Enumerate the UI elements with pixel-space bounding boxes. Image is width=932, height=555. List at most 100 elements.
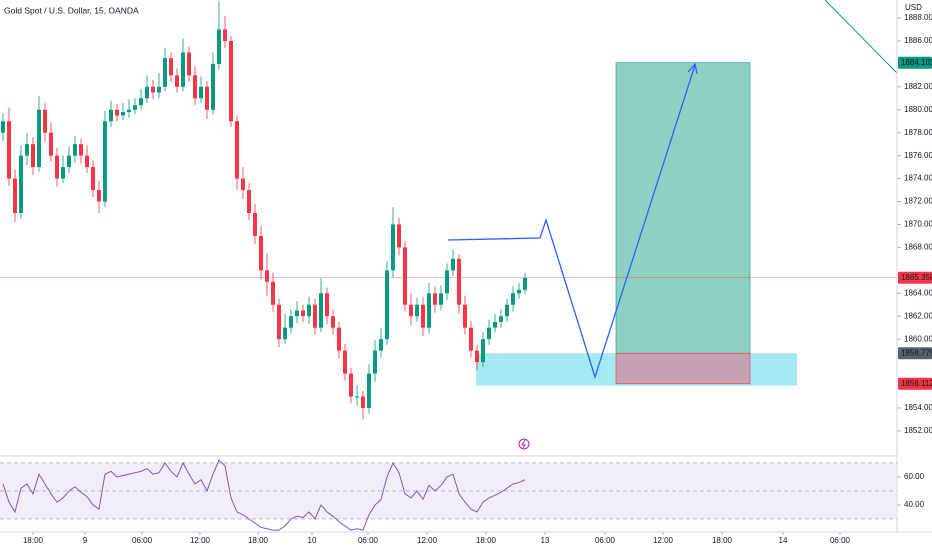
candle-body: [361, 396, 365, 408]
candle-body: [409, 304, 413, 317]
candle-body: [151, 86, 155, 93]
x-tick-label: 14: [779, 536, 788, 545]
candle-body: [217, 29, 221, 64]
candle-body: [103, 121, 107, 202]
candle-body: [517, 289, 521, 294]
candle-body: [19, 155, 23, 213]
candle-body: [355, 396, 359, 398]
candle-body: [427, 293, 431, 328]
candle-body: [247, 190, 251, 213]
y-tick-label: 1872.000: [904, 197, 932, 206]
candle-body: [1, 121, 5, 133]
price-tag: [898, 56, 932, 69]
candle-body: [277, 304, 281, 340]
y-tick-label: 1862.000: [904, 311, 932, 320]
candle-body: [379, 339, 383, 351]
x-tick-label: 18:00: [248, 536, 269, 545]
x-tick-label: 06:00: [595, 536, 616, 545]
candle-body: [211, 63, 215, 110]
chart-title: Gold Spot / U.S. Dollar, 15, OANDA: [4, 5, 139, 15]
candle-body: [301, 310, 305, 317]
projection-path: [447, 64, 696, 380]
candle-body: [307, 304, 311, 317]
price-tag-label: 1884.101: [901, 58, 932, 67]
stop-zone: [615, 352, 751, 385]
candle-body: [49, 132, 53, 156]
x-tick-label: 12:00: [417, 536, 438, 545]
candle-body: [175, 75, 179, 87]
candle-body: [421, 304, 425, 328]
candle-body: [139, 98, 143, 106]
candle-body: [181, 52, 185, 87]
candle-body: [115, 109, 119, 116]
candle-body: [13, 178, 17, 213]
candle-body: [31, 144, 35, 168]
price-tag: [898, 271, 932, 284]
x-tick-label: 06:00: [132, 536, 153, 545]
candle-body: [439, 293, 443, 305]
candle-body: [145, 86, 149, 99]
projection-arrowhead: [687, 62, 698, 75]
event-bolt: [521, 439, 526, 449]
candle-body: [313, 304, 317, 328]
x-tick-label: 18:00: [712, 536, 733, 545]
candle-body: [511, 293, 515, 305]
candle-body: [79, 144, 83, 156]
candle-body: [223, 29, 227, 41]
x-tick-label: 9: [83, 536, 88, 545]
candle-body: [349, 373, 353, 397]
candle-body: [157, 86, 161, 93]
rsi-tick-label: 60.00: [904, 472, 925, 481]
candle-body: [229, 40, 233, 122]
candle-body: [241, 178, 245, 191]
candle-body: [199, 86, 203, 99]
candle-body: [493, 321, 497, 328]
candle-body: [469, 327, 473, 351]
price-tag: [898, 347, 932, 360]
candle-body: [85, 155, 89, 168]
candle-body: [265, 270, 269, 282]
candle-body: [505, 304, 509, 317]
x-tick-label: 18:00: [476, 536, 497, 545]
candle-body: [73, 144, 77, 156]
candle-body: [385, 270, 389, 340]
candle-body: [7, 121, 11, 179]
candle-body: [259, 235, 263, 271]
y-tick-label: 1854.000: [904, 403, 932, 412]
candle-body: [397, 224, 401, 248]
y-tick-label: 1852.000: [904, 426, 932, 435]
candle-body: [325, 293, 329, 317]
x-tick-label: 06:00: [358, 536, 379, 545]
candle-body: [451, 258, 455, 271]
y-tick-label: 1876.000: [904, 151, 932, 160]
candle-body: [133, 105, 137, 110]
candle-body: [55, 155, 59, 179]
candle-body: [373, 350, 377, 374]
candle-body: [331, 316, 335, 328]
trend-line: [824, 0, 898, 74]
candles: [1, 0, 527, 420]
candle-body: [253, 212, 257, 236]
x-tick-label: 13: [541, 536, 550, 545]
candle-body: [499, 316, 503, 322]
x-tick-label: 12:00: [653, 536, 674, 545]
candle-body: [235, 121, 239, 179]
candle-body: [37, 109, 41, 168]
candle-body: [433, 293, 437, 305]
candle-body: [523, 277, 527, 290]
candle-body: [43, 109, 47, 133]
candle-body: [97, 190, 101, 202]
y-tick-label: 1878.000: [904, 128, 932, 137]
y-tick-label: 1886.000: [904, 36, 932, 45]
price-tag-label: 1856.112: [901, 379, 932, 388]
y-tick-label: 1864.000: [904, 288, 932, 297]
candle-body: [445, 270, 449, 294]
candle-body: [367, 373, 371, 408]
y-tick-label: 1874.000: [904, 174, 932, 183]
candle-body: [475, 350, 479, 363]
candle-body: [271, 281, 275, 305]
candle-body: [391, 224, 395, 271]
candle-body: [205, 86, 209, 110]
candle-body: [403, 247, 407, 305]
